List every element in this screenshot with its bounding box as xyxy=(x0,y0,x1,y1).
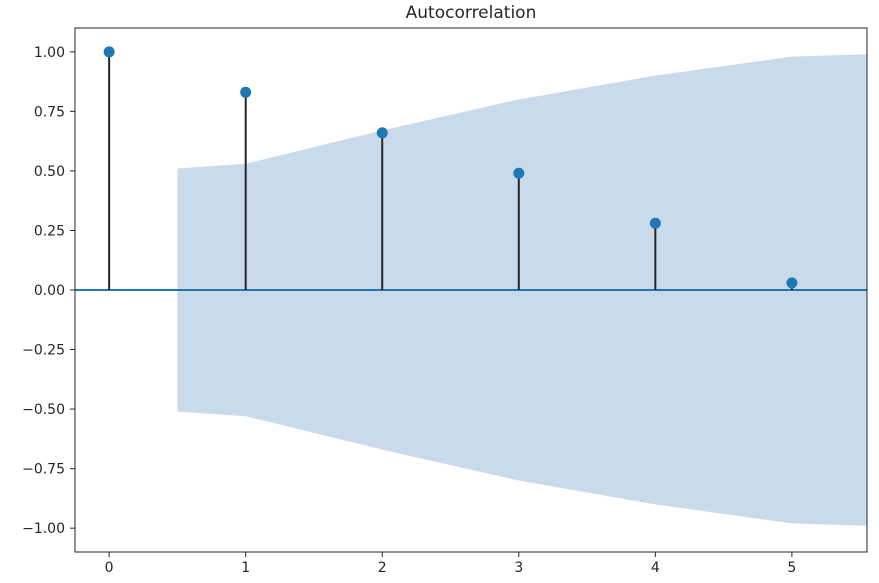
xtick-label: 1 xyxy=(241,560,250,576)
xtick-label: 4 xyxy=(651,560,660,576)
ytick-label: −0.75 xyxy=(22,462,65,478)
plot-area xyxy=(75,46,867,525)
xtick-label: 3 xyxy=(514,560,523,576)
ytick-label: 0.75 xyxy=(34,104,65,120)
ytick-label: −1.00 xyxy=(22,521,65,537)
marker-lag-5 xyxy=(786,277,797,288)
chart-title: Autocorrelation xyxy=(406,3,537,23)
autocorrelation-chart: 0 1 2 3 4 5 −1.00 −0.75 −0.50 −0.25 0.00 0.25 0.50 0.… xyxy=(0,0,879,583)
ytick-label: 0.25 xyxy=(34,223,65,239)
ytick-label: 1.00 xyxy=(34,45,65,61)
xtick-label: 0 xyxy=(105,560,114,576)
chart-svg: 0 1 2 3 4 5 −1.00 −0.75 −0.50 −0.25 0.00 0.25 0.50 0.… xyxy=(0,0,879,583)
ytick-label: −0.25 xyxy=(22,343,65,359)
ytick-label: −0.50 xyxy=(22,402,65,418)
marker-lag-3 xyxy=(513,168,524,179)
ytick-label: 0.00 xyxy=(34,283,65,299)
ytick-label: 0.50 xyxy=(34,164,65,180)
marker-lag-0 xyxy=(104,46,115,57)
marker-lag-1 xyxy=(240,87,251,98)
marker-lag-4 xyxy=(650,218,661,229)
marker-lag-2 xyxy=(377,127,388,138)
xtick-label: 5 xyxy=(787,560,796,576)
xtick-label: 2 xyxy=(378,560,387,576)
